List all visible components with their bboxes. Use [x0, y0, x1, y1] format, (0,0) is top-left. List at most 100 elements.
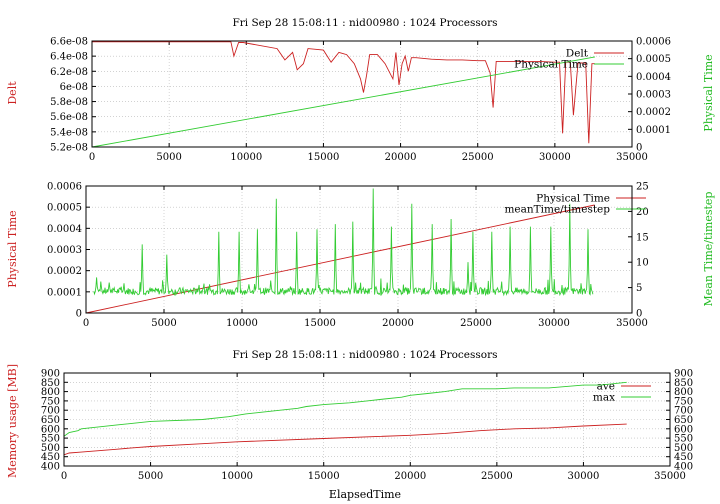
chart3-ytick-label: 400	[41, 462, 60, 473]
chart2-ytick-label: 0.0005	[47, 203, 82, 214]
chart2-ytick-label: 0.0004	[47, 224, 82, 235]
chart3-xtick-label: 5000	[138, 471, 163, 482]
chart2-y2tick-label: 0	[636, 309, 642, 320]
chart3-y2tick-label: 700	[674, 406, 693, 417]
chart3-y2tick-label: 900	[674, 369, 693, 380]
chart1-ytick-label: 5.6e-08	[50, 112, 88, 123]
chart2-xtick-label: 25000	[460, 318, 492, 329]
chart2-y2tick-label: 10	[636, 258, 649, 269]
chart1-y2tick-label: 0.0001	[636, 125, 671, 136]
chart3-ytick-label: 750	[41, 396, 60, 407]
chart3-y2tick-label: 750	[674, 396, 693, 407]
chart1-xtick-label: 35000	[616, 152, 648, 163]
chart2-y2tick-label: 5	[636, 283, 642, 294]
chart3-xtick-label: 15000	[308, 471, 340, 482]
chart1-y2tick-label: 0.0006	[636, 37, 671, 48]
chart3-y2tick-label: 650	[674, 415, 693, 426]
chart1-legend-label: Physical Time	[514, 59, 588, 71]
chart1-ytick-label: 5.8e-08	[50, 97, 88, 108]
chart2-ylabel: Physical Time	[6, 210, 19, 287]
chart2-xtick-label: 10000	[226, 318, 258, 329]
chart1-y2tick-label: 0.0003	[636, 90, 671, 101]
chart3-xtick-label: 30000	[568, 471, 600, 482]
chart1-ytick-label: 5.2e-08	[50, 143, 88, 154]
chart2-legend-label: Physical Time	[536, 193, 610, 205]
chart1-xtick-label: 5000	[156, 152, 181, 163]
chart3-y2tick-label: 800	[674, 387, 693, 398]
chart2-ytick-label: 0.0003	[47, 245, 82, 256]
chart1-title: Fri Sep 28 15:08:11 : nid00980 : 1024 Pr…	[232, 17, 497, 29]
chart3-y2tick-label: 600	[674, 424, 693, 435]
chart3-xtick-label: 10000	[221, 471, 253, 482]
chart3-xlabel: ElapsedTime	[329, 488, 401, 501]
chart1: 0 5000 10000 15000 20000 25000 30000 35000 5.2e-…	[50, 37, 671, 164]
chart2-series-Physical Time	[85, 204, 595, 314]
chart2-ytick-label: 0.0002	[47, 266, 82, 277]
chart3-xtick-label: 0	[61, 471, 67, 482]
chart3-ytick-label: 800	[41, 387, 60, 398]
chart3-y2tick-label: 400	[674, 462, 693, 473]
chart2-xtick-label: 0	[83, 318, 89, 329]
chart1-ytick-label: 6e-08	[60, 82, 88, 93]
chart2-y2label: Mean Time/timestep	[702, 192, 715, 307]
chart2-xtick-label: 35000	[616, 318, 648, 329]
chart-marks: 0 5000 10000 15000 20000 25000 30000 350005.2e-…	[41, 37, 693, 483]
chart3-ytick-label: 650	[41, 415, 60, 426]
chart1-xtick-label: 25000	[462, 152, 494, 163]
chart3-ytick-label: 500	[41, 443, 60, 454]
chart1-y2tick-label: 0.0004	[636, 72, 671, 83]
chart3-title: Fri Sep 28 15:08:11 : nid00980 : 1024 Pr…	[232, 349, 497, 361]
chart1-y2tick-label: 0	[636, 143, 642, 154]
chart2-ytick-label: 0.0001	[47, 287, 82, 298]
chart1-frame	[91, 40, 633, 148]
chart1-xtick-label: 0	[89, 152, 95, 163]
chart3-ytick-label: 600	[41, 424, 60, 435]
chart3-frame	[63, 372, 671, 467]
chart3-ytick-label: 850	[41, 378, 60, 389]
chart3-xtick-label: 25000	[481, 471, 513, 482]
chart2-y2tick-label: 15	[636, 232, 649, 243]
chart3-xtick-label: 35000	[654, 471, 686, 482]
chart2-y2tick-label: 25	[636, 182, 649, 193]
chart1-xtick-label: 15000	[308, 152, 340, 163]
chart3-ytick-label: 450	[41, 452, 60, 463]
chart1-ytick-label: 6.6e-08	[50, 37, 88, 48]
chart3-ytick-label: 550	[41, 434, 60, 445]
chart2-series-meanTime/timestep	[93, 188, 594, 297]
chart3: 0 5000 10000 15000 20000 25000 30000 3500040045…	[41, 369, 693, 483]
chart2-frame	[85, 185, 633, 314]
chart1-series-Physical Time	[91, 56, 596, 148]
chart2-ytick-label: 0	[76, 309, 82, 320]
chart1-ylabel: Delt	[6, 81, 19, 105]
chart1-ytick-label: 6.4e-08	[50, 52, 88, 63]
chart2-xtick-label: 5000	[151, 318, 176, 329]
chart3-series-max	[63, 381, 627, 437]
chart1-y2tick-label: 0.0002	[636, 107, 671, 118]
chart3-ylabel: Memory usage [MB]	[6, 364, 19, 478]
chart3-y2tick-label: 450	[674, 452, 693, 463]
chart2-xtick-label: 30000	[538, 318, 570, 329]
chart2-xtick-label: 20000	[382, 318, 414, 329]
chart3-series-ave	[63, 423, 627, 456]
chart1-ytick-label: 5.4e-08	[50, 127, 88, 138]
chart1-xtick-label: 30000	[539, 152, 571, 163]
chart3-y2tick-label: 550	[674, 434, 693, 445]
chart1-y2label: Physical Time	[702, 54, 715, 131]
chart3-ytick-label: 900	[41, 369, 60, 380]
chart3-legend-label: ave	[597, 381, 615, 393]
chart3-y2tick-label: 500	[674, 443, 693, 454]
chart1-ytick-label: 6.2e-08	[50, 67, 88, 78]
chart1-xtick-label: 10000	[230, 152, 262, 163]
chart3-legend-label: max	[593, 392, 615, 404]
chart1-series-Delt	[92, 41, 595, 144]
chart1-xtick-label: 20000	[385, 152, 417, 163]
chart3-xtick-label: 20000	[394, 471, 426, 482]
chart2-ytick-label: 0.0006	[47, 182, 82, 193]
chart2: 0 5000 10000 15000 20000 25000 30000 3500000.00…	[47, 182, 649, 330]
chart3-y2tick-label: 850	[674, 378, 693, 389]
chart2-legend-label: meanTime/timestep	[504, 204, 610, 216]
chart3-ytick-label: 700	[41, 406, 60, 417]
chart2-y2tick-label: 20	[636, 207, 649, 218]
